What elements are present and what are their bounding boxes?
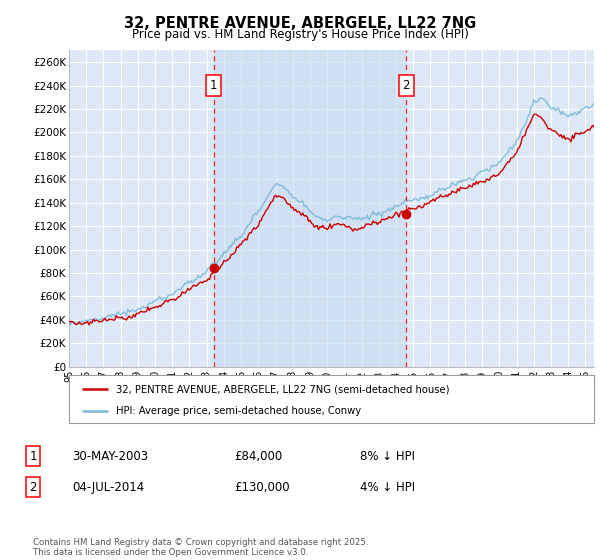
Text: 32, PENTRE AVENUE, ABERGELE, LL22 7NG (semi-detached house): 32, PENTRE AVENUE, ABERGELE, LL22 7NG (s…	[116, 385, 450, 394]
Text: 1: 1	[29, 450, 37, 463]
Text: 04-JUL-2014: 04-JUL-2014	[72, 480, 144, 494]
Text: 2: 2	[29, 480, 37, 494]
Text: £84,000: £84,000	[234, 450, 282, 463]
Text: Contains HM Land Registry data © Crown copyright and database right 2025.
This d: Contains HM Land Registry data © Crown c…	[33, 538, 368, 557]
Bar	[214, 50, 406, 367]
Text: £130,000: £130,000	[234, 480, 290, 494]
Text: HPI: Average price, semi-detached house, Conwy: HPI: Average price, semi-detached house,…	[116, 406, 361, 416]
Text: 32, PENTRE AVENUE, ABERGELE, LL22 7NG: 32, PENTRE AVENUE, ABERGELE, LL22 7NG	[124, 16, 476, 31]
Text: 8% ↓ HPI: 8% ↓ HPI	[360, 450, 415, 463]
Text: 4% ↓ HPI: 4% ↓ HPI	[360, 480, 415, 494]
Text: Price paid vs. HM Land Registry's House Price Index (HPI): Price paid vs. HM Land Registry's House …	[131, 28, 469, 41]
Text: 2: 2	[403, 79, 410, 92]
Text: 30-MAY-2003: 30-MAY-2003	[72, 450, 148, 463]
Text: 1: 1	[210, 79, 218, 92]
